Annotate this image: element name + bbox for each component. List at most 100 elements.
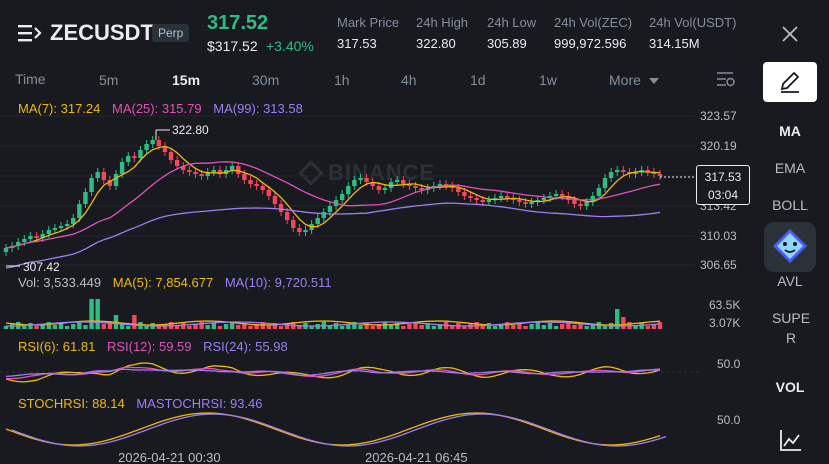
- candle-body: [291, 220, 296, 228]
- mastochrsi-label: MASTOCHRSI: 93.46: [136, 396, 263, 411]
- candle-body: [553, 194, 559, 196]
- volume-bar: [64, 326, 70, 329]
- close-icon[interactable]: [780, 24, 800, 44]
- candle-body: [205, 172, 210, 176]
- candle-body: [168, 152, 174, 160]
- tab-more[interactable]: More: [609, 72, 659, 88]
- sidebar-item-super[interactable]: SUPER: [771, 310, 811, 346]
- candle-body: [645, 170, 650, 172]
- volume-bar: [181, 323, 186, 329]
- indicator-settings-icon[interactable]: [716, 70, 736, 88]
- candle-body: [352, 180, 357, 186]
- chart-type-icon[interactable]: [779, 428, 803, 452]
- tab-time[interactable]: Time: [15, 71, 46, 87]
- volume-bar: [615, 309, 620, 329]
- tab-1h[interactable]: 1h: [334, 72, 350, 88]
- candle-body: [138, 150, 143, 158]
- volume-bar: [71, 324, 76, 329]
- tab-15m[interactable]: 15m: [172, 72, 201, 88]
- draw-tool-icon[interactable]: [763, 62, 817, 102]
- candle-countdown: 03:04: [707, 188, 739, 202]
- volume-bar: [89, 299, 94, 329]
- candle-body: [339, 194, 345, 200]
- ma99-label: MA(99): 313.58: [213, 101, 303, 116]
- candle-body: [52, 228, 58, 230]
- sidebar-item-boll[interactable]: BOLL: [772, 197, 808, 213]
- candle-body: [284, 212, 290, 220]
- candle-body: [236, 166, 241, 174]
- candle-body: [529, 202, 534, 204]
- volume-bar: [174, 325, 180, 329]
- rsi-legend: RSI(6): 61.81 RSI(12): 59.59 RSI(24): 55…: [18, 339, 288, 354]
- tab-30m[interactable]: 30m: [252, 72, 280, 88]
- candle-body: [578, 204, 583, 206]
- candle-body: [584, 202, 589, 206]
- volume-bar: [217, 326, 223, 329]
- volume-bar: [498, 324, 504, 329]
- candle-body: [498, 196, 504, 198]
- volume-bar: [52, 325, 58, 329]
- candle-body: [407, 184, 412, 186]
- volume-bar: [388, 325, 394, 329]
- volume-bar: [553, 326, 559, 329]
- sidebar-item-avl[interactable]: AVL: [777, 273, 803, 289]
- candle-body: [615, 170, 620, 172]
- volume-bar: [242, 323, 247, 329]
- candle-body: [211, 170, 217, 172]
- assistant-bot-icon[interactable]: [764, 222, 816, 272]
- candle-body: [315, 218, 320, 224]
- candle-body: [46, 230, 51, 234]
- ma7-line: [5, 145, 661, 249]
- volume-ma5-line: [5, 320, 661, 326]
- volume-bar: [205, 325, 210, 329]
- volume-ma10-line: [5, 321, 661, 327]
- last-price: 317.52: [207, 12, 269, 34]
- volume-bar: [413, 322, 418, 329]
- vol-ma10-label: MA(10): 9,720.511: [224, 275, 332, 290]
- price-axis-label: 306.65: [700, 258, 737, 272]
- stat-value-24h-low: 305.89: [487, 36, 527, 51]
- volume-bar: [437, 324, 443, 329]
- volume-bar: [223, 324, 229, 329]
- volume-bar: [560, 324, 565, 329]
- volume-bar: [401, 326, 406, 329]
- volume-bar: [486, 323, 492, 329]
- candle-body: [321, 212, 327, 218]
- ma25-line: [5, 161, 661, 249]
- volume-bar: [236, 325, 241, 329]
- volume-bar: [333, 323, 339, 329]
- volume-axis-label: 63.5K: [709, 298, 741, 312]
- vol-label: Vol: 3,533.449: [18, 275, 102, 290]
- candle-body: [28, 236, 33, 239]
- tab-1d[interactable]: 1d: [470, 72, 486, 88]
- volume-bar: [358, 325, 363, 329]
- rsi-chart: [0, 362, 700, 383]
- candle-body: [254, 184, 259, 186]
- stochrsi-axis-label: 50.0: [717, 413, 741, 427]
- caret-down-icon: [648, 78, 659, 85]
- sidebar-item-ma[interactable]: MA: [779, 123, 801, 139]
- volume-bar: [229, 322, 235, 329]
- sidebar-item-vol[interactable]: VOL: [775, 379, 805, 395]
- volume-bar: [419, 325, 424, 329]
- tab-5m[interactable]: 5m: [99, 72, 119, 88]
- price-chart[interactable]: [0, 100, 755, 275]
- volume-bar: [58, 323, 64, 329]
- candle-body: [401, 180, 406, 184]
- candle-body: [504, 196, 510, 198]
- volume-bar: [529, 324, 534, 329]
- volume-bar: [584, 326, 589, 329]
- candle-body: [126, 156, 131, 162]
- current-price-tag: 317.53 03:04: [696, 165, 750, 205]
- volume-bar: [199, 322, 204, 329]
- tab-4h[interactable]: 4h: [401, 72, 417, 88]
- candle-body: [517, 200, 522, 202]
- menu-icon[interactable]: [18, 23, 42, 43]
- stat-label-24h-vol-usdt: 24h Vol(USDT): [649, 15, 737, 30]
- sidebar-item-ema[interactable]: EMA: [774, 160, 806, 176]
- candle-body: [462, 192, 467, 196]
- tab-1w[interactable]: 1w: [539, 72, 557, 88]
- symbol-title[interactable]: ZECUSDT: [50, 20, 154, 45]
- mastochrsi-line: [11, 413, 667, 447]
- stat-value-mark-price: 317.53: [337, 36, 377, 51]
